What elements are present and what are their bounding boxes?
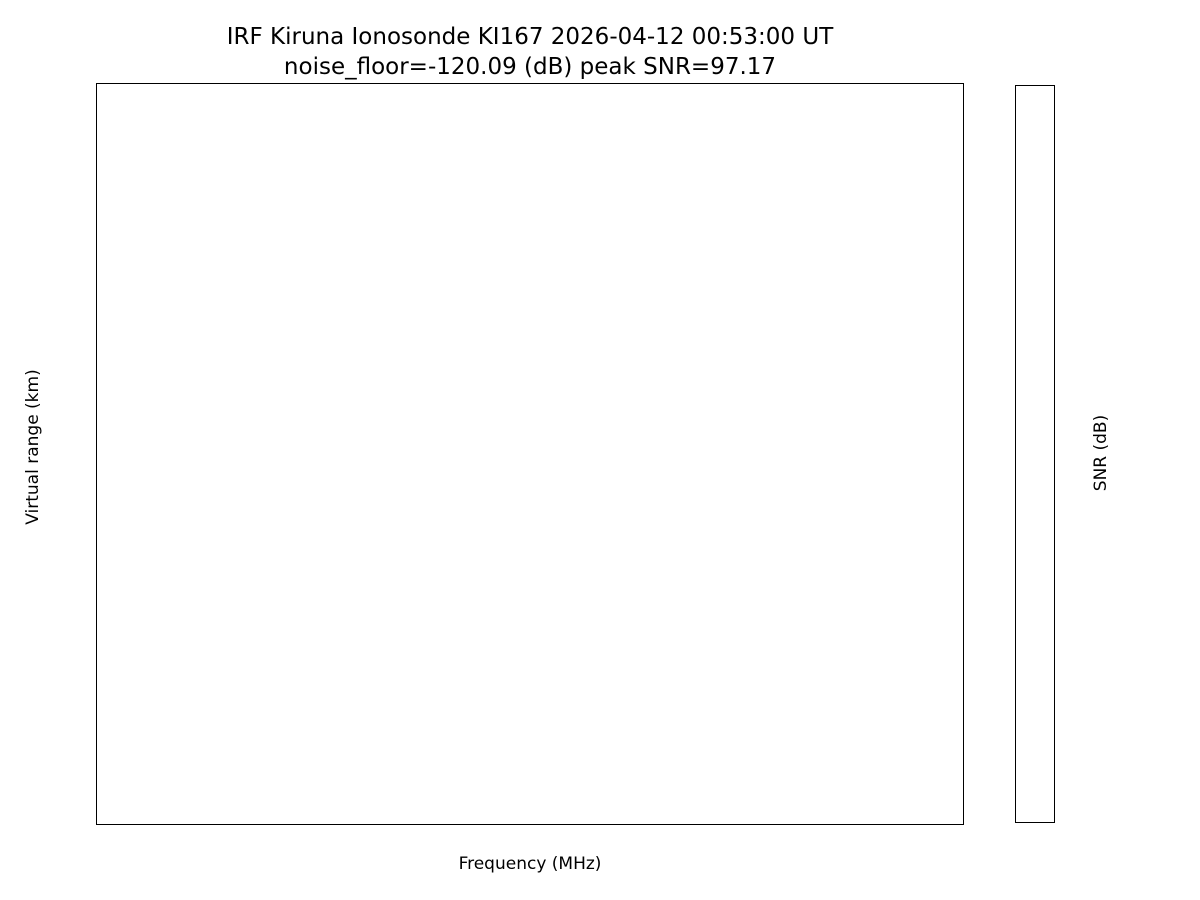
colorbar-label: SNR (dB) xyxy=(1091,414,1111,492)
y-axis-label: Virtual range (km) xyxy=(23,369,43,525)
colorbar-gradient xyxy=(1016,86,1054,822)
colorbar xyxy=(1015,85,1055,823)
plot-area xyxy=(96,83,964,825)
chart-title: IRF Kiruna Ionosonde KI167 2026-04-12 00… xyxy=(226,24,834,50)
x-axis-label: Frequency (MHz) xyxy=(458,854,602,874)
ionogram-heatmap xyxy=(97,84,963,824)
chart-subtitle: noise_floor=-120.09 (dB) peak SNR=97.17 xyxy=(283,54,777,80)
